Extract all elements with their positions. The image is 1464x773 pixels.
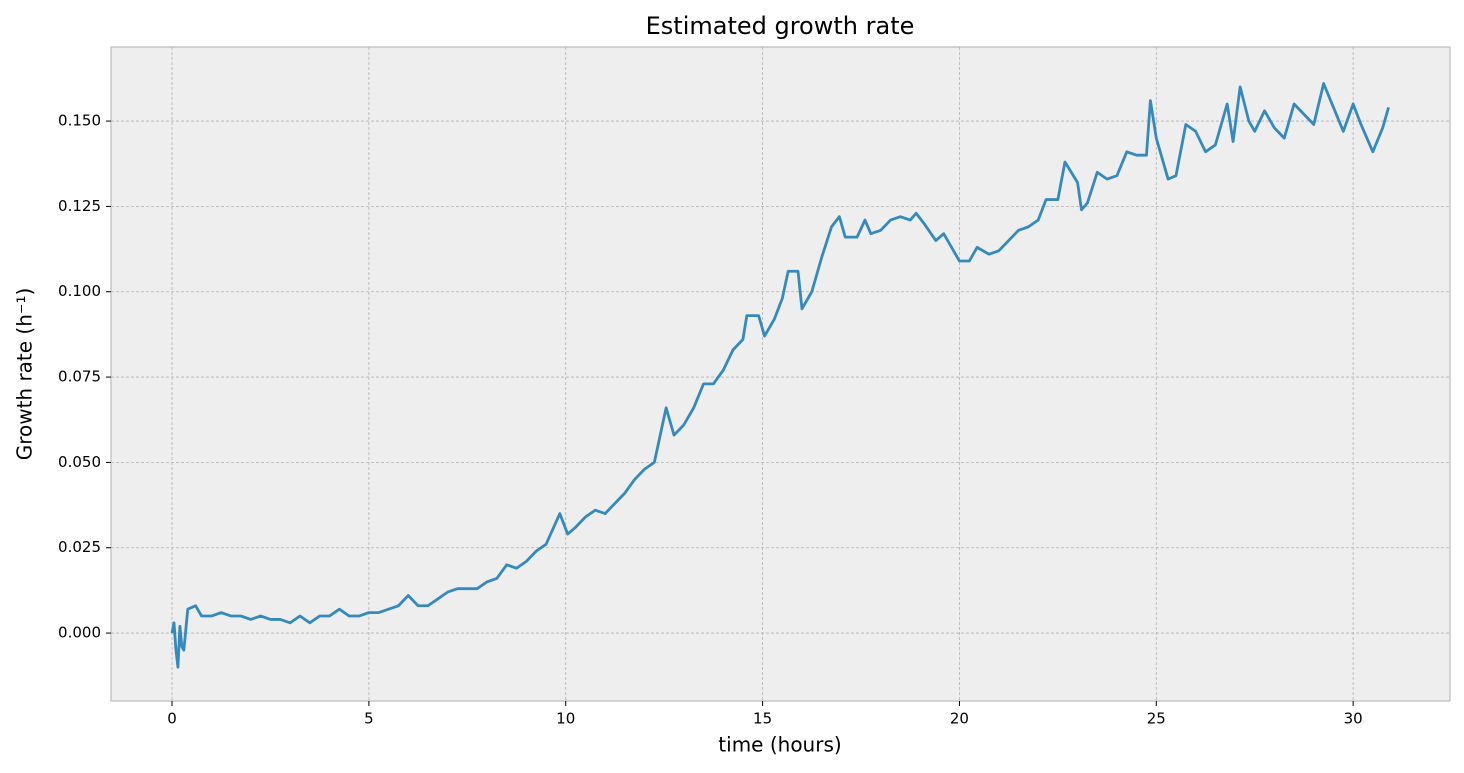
x-tick-label: 10 (556, 710, 575, 728)
y-tick-label: 0.025 (58, 538, 101, 556)
y-tick-label: 0.075 (58, 368, 101, 386)
x-tick-label: 20 (950, 710, 969, 728)
plot-area (110, 46, 1451, 702)
x-tick-label: 5 (364, 710, 374, 728)
x-axis-label: time (hours) (718, 733, 841, 757)
x-tick-label: 0 (167, 710, 177, 728)
y-tick-label: 0.100 (58, 282, 101, 300)
y-tick-label: 0.050 (58, 453, 101, 471)
x-tick-label: 15 (753, 710, 772, 728)
x-tick-label: 30 (1344, 710, 1363, 728)
y-tick-label: 0.125 (58, 197, 101, 215)
data-line (170, 82, 1390, 669)
chart-title: Estimated growth rate (646, 12, 915, 40)
y-tick-label: 0.000 (58, 624, 101, 642)
y-tick-label: 0.150 (58, 112, 101, 130)
x-tick-label: 25 (1147, 710, 1166, 728)
y-axis-label: Growth rate (h⁻¹) (13, 288, 37, 461)
